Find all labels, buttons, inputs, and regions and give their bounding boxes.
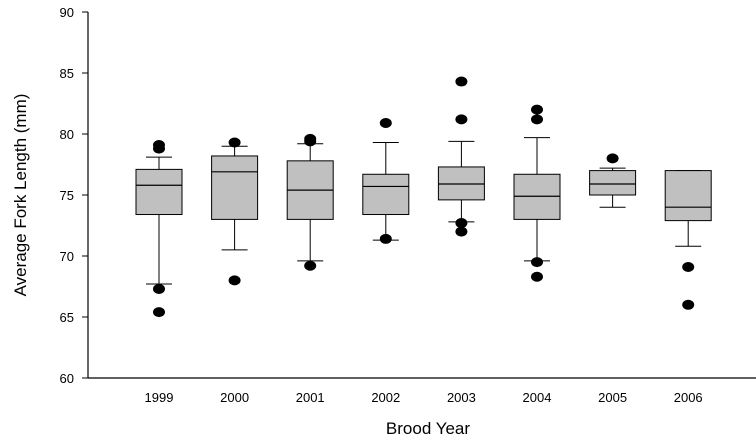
outlier-point	[153, 307, 165, 318]
outlier-point	[531, 271, 543, 282]
x-tick-label: 2001	[296, 390, 325, 405]
y-tick-label: 90	[60, 5, 74, 20]
outlier-point	[153, 139, 165, 150]
box-1999	[135, 139, 183, 318]
y-axis-ticks: 60 65 70 75 80 85 90	[60, 5, 88, 386]
box-2004	[513, 104, 561, 282]
iqr-box	[513, 173, 561, 220]
x-tick-label: 2003	[447, 390, 476, 405]
y-tick-label: 65	[60, 310, 74, 325]
outlier-point	[455, 218, 468, 229]
iqr-box	[135, 168, 183, 216]
outlier-point	[228, 275, 241, 286]
outlier-point	[379, 118, 392, 129]
iqr-box	[664, 170, 712, 222]
outlier-point	[531, 104, 543, 115]
y-tick-label: 60	[60, 371, 74, 386]
outlier-point	[531, 114, 543, 125]
outlier-point	[304, 260, 317, 271]
box-2001	[286, 133, 334, 271]
iqr-box	[362, 173, 410, 216]
outlier-point	[379, 233, 392, 244]
y-axis-title: Average Fork Length (mm)	[11, 94, 30, 297]
y-tick-label: 85	[60, 66, 74, 81]
box-2005	[589, 153, 637, 208]
outlier-point	[606, 153, 619, 164]
outlier-point	[682, 299, 695, 310]
x-axis-title: Brood Year	[386, 419, 470, 438]
y-tick-label: 70	[60, 249, 74, 264]
x-tick-label: 2004	[523, 390, 552, 405]
x-axis-ticks: 1999 2000 2001 2002 2003 2004 2005 2006	[145, 390, 703, 405]
outlier-point	[228, 137, 241, 148]
iqr-box	[589, 170, 637, 196]
outlier-point	[455, 114, 468, 125]
y-tick-label: 75	[60, 188, 74, 203]
plot-area: 60 65 70 75 80 85 90 1999 2000 2001 2002 2003 2004 2…	[60, 5, 756, 405]
outlier-point	[304, 133, 317, 144]
box-2006	[664, 170, 712, 310]
box-2000	[211, 137, 259, 286]
x-tick-label: 2002	[371, 390, 400, 405]
outlier-point	[455, 226, 468, 237]
y-tick-label: 80	[60, 127, 74, 142]
outlier-point	[682, 261, 695, 272]
outlier-point	[153, 283, 165, 294]
box-2002	[362, 118, 410, 244]
iqr-box	[437, 166, 485, 201]
x-tick-label: 1999	[145, 390, 174, 405]
x-tick-label: 2006	[674, 390, 703, 405]
x-tick-label: 2000	[220, 390, 249, 405]
box-series	[135, 76, 712, 318]
iqr-box	[211, 155, 259, 220]
box-2003	[437, 76, 485, 237]
x-tick-label: 2005	[598, 390, 627, 405]
outlier-point	[455, 76, 468, 87]
outlier-point	[531, 257, 543, 268]
